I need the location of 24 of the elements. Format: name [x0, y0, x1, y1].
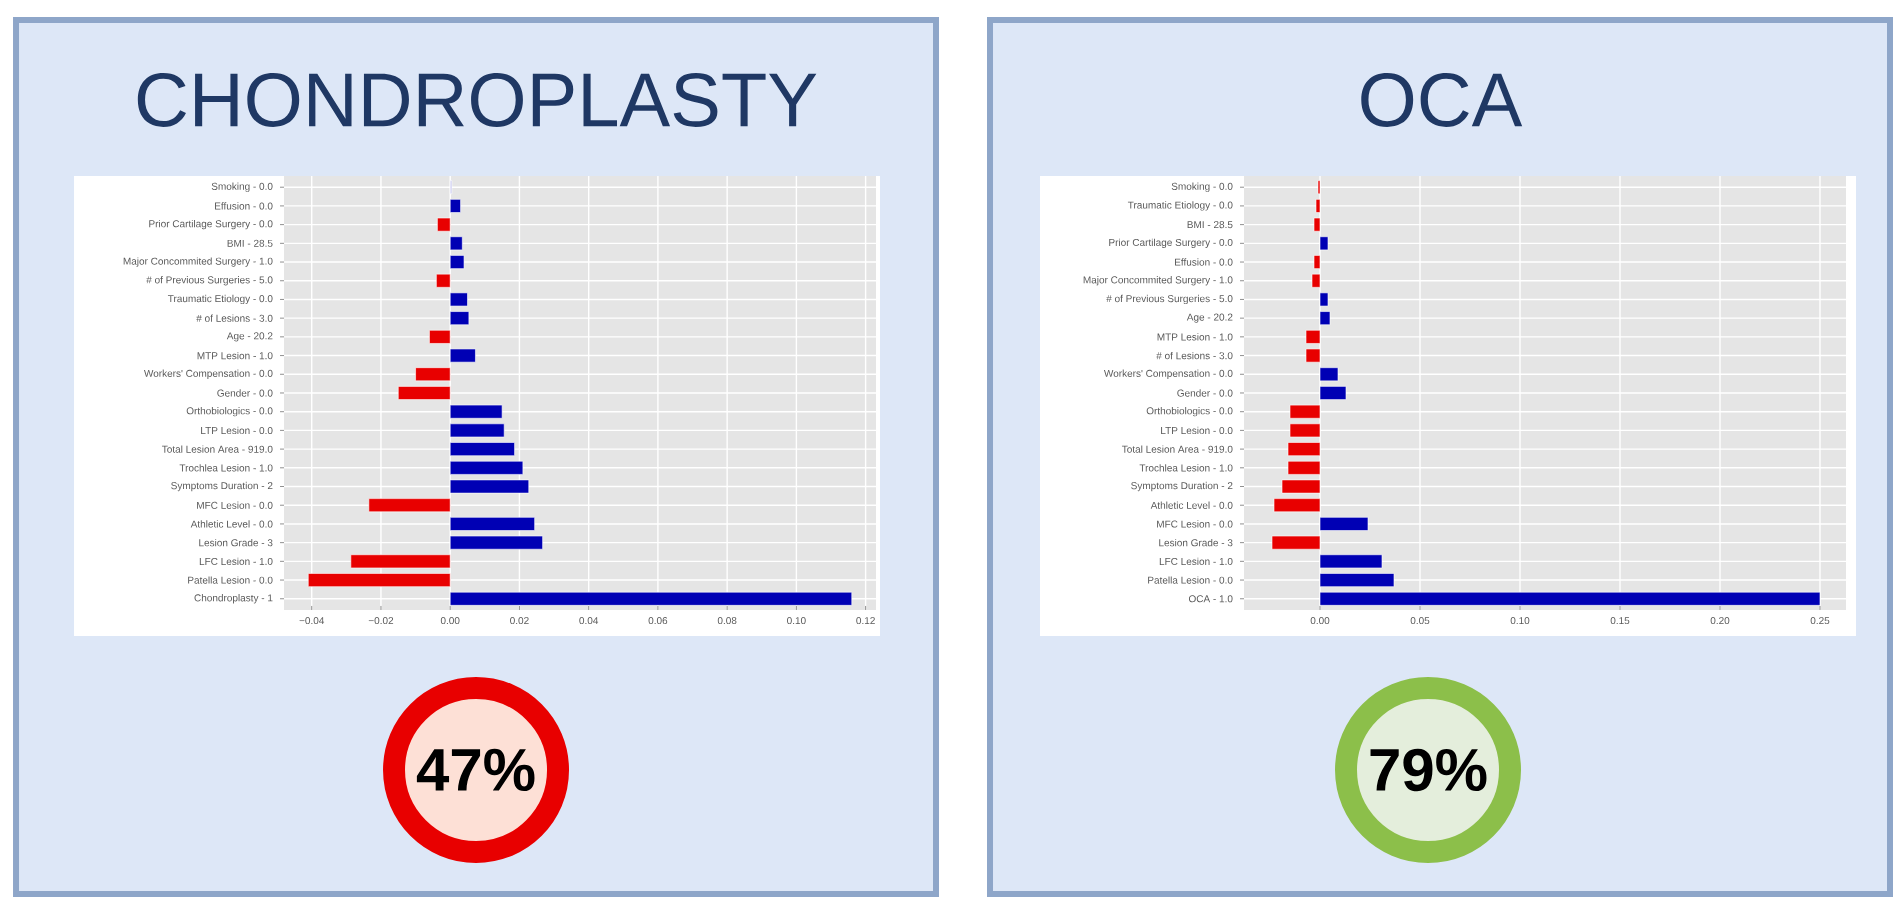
bar	[368, 498, 451, 513]
bar	[429, 329, 451, 344]
text: 79%	[1370, 748, 1487, 792]
bar	[449, 348, 476, 363]
bar	[397, 386, 451, 400]
bar	[449, 404, 503, 419]
bar	[449, 517, 535, 531]
text: 47%	[416, 748, 535, 792]
bar	[449, 535, 543, 550]
bar	[449, 442, 515, 456]
bar	[415, 367, 451, 382]
chart-title: OCA	[1361, 73, 1523, 127]
bar	[449, 479, 530, 494]
bar	[436, 273, 451, 288]
bar	[449, 311, 470, 326]
bar	[449, 236, 463, 251]
bar	[449, 199, 461, 213]
bar	[449, 255, 465, 269]
bar	[350, 554, 451, 569]
bar	[437, 217, 451, 232]
bar	[449, 292, 468, 307]
chart-title: CHONDROPLASTY	[137, 73, 817, 127]
bar	[449, 423, 505, 438]
bar	[449, 460, 524, 475]
